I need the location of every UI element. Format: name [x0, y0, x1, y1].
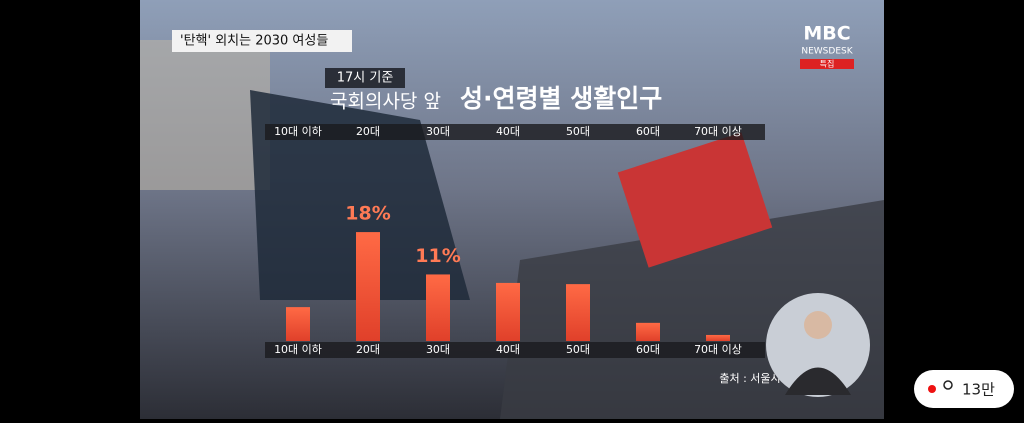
- viewer-icon: [943, 380, 953, 390]
- bar: [426, 274, 450, 341]
- chart-title: 성·연령별 생활인구: [460, 84, 662, 113]
- sign-language-inset: [766, 293, 870, 397]
- building: [140, 40, 270, 190]
- value-label: 18%: [345, 203, 390, 225]
- headline-box: [172, 30, 352, 52]
- live-dot: [928, 385, 936, 393]
- bar: [566, 284, 590, 341]
- category-label-top: 60대: [636, 125, 660, 138]
- title-lead: 국회의사당 앞: [330, 91, 441, 113]
- category-label-top: 20대: [356, 125, 380, 138]
- bar: [356, 232, 380, 341]
- bar: [636, 322, 660, 341]
- category-label: 50대: [566, 343, 590, 356]
- interpreter-head: [804, 311, 832, 339]
- source: 출처 : 서울시: [719, 372, 780, 385]
- program: NEWSDESK: [801, 47, 853, 57]
- bar: [706, 334, 730, 341]
- value-label: 11%: [415, 245, 460, 267]
- stroller: [250, 90, 470, 300]
- bottom-strip: [265, 342, 765, 358]
- subtitle-box: [325, 68, 405, 88]
- category-label-top: 10대 이하: [274, 124, 322, 138]
- category-label: 10대 이하: [274, 342, 322, 356]
- category-label: 20대: [356, 343, 380, 356]
- interpreter: [785, 367, 851, 395]
- category-label: 30대: [426, 343, 450, 356]
- category-label-top: 70대 이상: [694, 125, 742, 138]
- viewers: 13만: [962, 381, 995, 399]
- badge: 특집: [820, 59, 835, 69]
- category-label: 40대: [496, 343, 520, 356]
- category-label: 70대 이상: [694, 343, 742, 356]
- bar: [286, 307, 310, 341]
- category-label-top: 50대: [566, 125, 590, 138]
- badge-box: [800, 59, 854, 69]
- subtitle: 17시 기준: [337, 71, 394, 86]
- chart: 10대 이하 10대 이하 20대 20대 18% 30대 30대 11% 40대 40대 50대 5…: [274, 124, 742, 356]
- live-button[interactable]: [914, 370, 1014, 408]
- category-label: 60대: [636, 343, 660, 356]
- top-strip: [265, 124, 765, 140]
- bar: [496, 282, 520, 341]
- category-label-top: 40대: [496, 125, 520, 138]
- protest-sign: [617, 132, 773, 268]
- category-label-top: 30대: [426, 125, 450, 138]
- headline: '탄핵' 외치는 2030 여성들: [180, 34, 328, 49]
- logo: MBC: [803, 23, 850, 45]
